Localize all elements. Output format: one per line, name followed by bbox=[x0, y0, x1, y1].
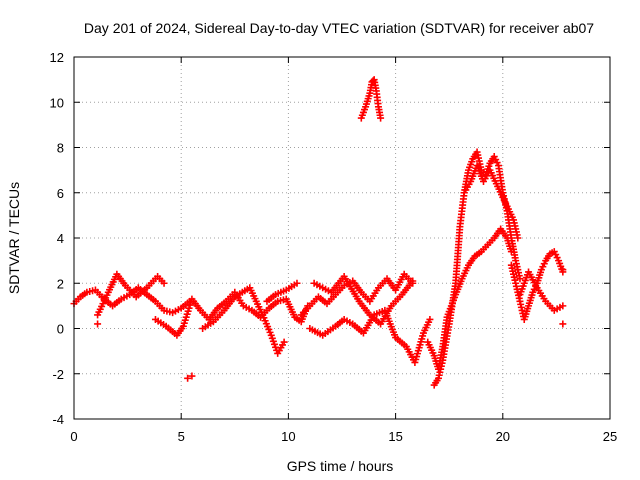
data-point bbox=[426, 315, 434, 323]
data-point bbox=[160, 279, 168, 287]
x-axis-label: GPS time / hours bbox=[287, 458, 394, 474]
y-axis-label: SDTVAR / TECUs bbox=[6, 182, 22, 294]
y-tick-label: -2 bbox=[52, 367, 64, 382]
y-tick-label: 12 bbox=[50, 50, 64, 65]
data-point bbox=[377, 114, 385, 122]
y-tick-label: 2 bbox=[57, 276, 64, 291]
data-point bbox=[293, 279, 301, 287]
x-tick-label: 15 bbox=[388, 429, 402, 444]
data-point bbox=[559, 320, 567, 328]
data-point bbox=[516, 275, 524, 283]
data-point bbox=[94, 320, 102, 328]
x-tick-label: 10 bbox=[281, 429, 295, 444]
data-point bbox=[184, 374, 192, 382]
x-tick-label: 5 bbox=[178, 429, 185, 444]
data-point bbox=[280, 338, 288, 346]
data-point bbox=[559, 266, 567, 274]
data-point bbox=[514, 234, 522, 242]
grid-lines bbox=[74, 57, 610, 419]
data-point bbox=[188, 372, 196, 380]
y-axis-ticks: -4 -2 0 2 4 6 8 10 12 bbox=[50, 50, 610, 427]
y-tick-label: 10 bbox=[50, 95, 64, 110]
data-point bbox=[507, 248, 515, 256]
data-point bbox=[409, 277, 417, 285]
y-tick-label: 4 bbox=[57, 231, 64, 246]
x-axis-ticks: 0 5 10 15 20 25 bbox=[70, 57, 617, 444]
x-tick-label: 0 bbox=[70, 429, 77, 444]
chart-title: Day 201 of 2024, Sidereal Day-to-day VTE… bbox=[84, 20, 594, 36]
y-tick-label: 8 bbox=[57, 141, 64, 156]
data-points bbox=[70, 76, 567, 389]
y-tick-label: 6 bbox=[57, 186, 64, 201]
x-tick-label: 20 bbox=[496, 429, 510, 444]
y-tick-label: -4 bbox=[52, 412, 64, 427]
y-tick-label: 0 bbox=[57, 322, 64, 337]
data-point bbox=[559, 302, 567, 310]
x-tick-label: 25 bbox=[603, 429, 617, 444]
